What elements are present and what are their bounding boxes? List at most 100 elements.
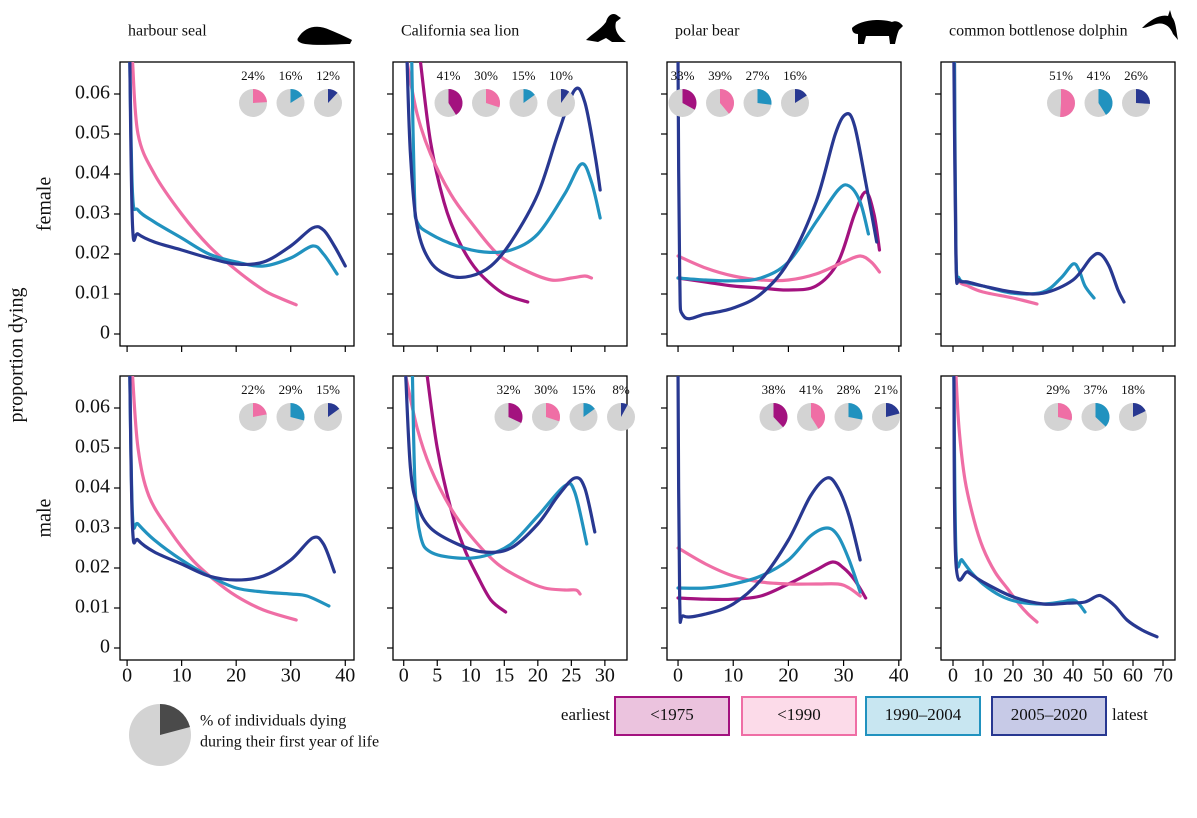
y-tick-label: 0 (100, 322, 110, 344)
legend-pie-wedge (160, 703, 190, 735)
series-line (954, 376, 1039, 624)
pie-wedge (328, 403, 340, 417)
plot-lines (405, 62, 602, 304)
pie-label: 41% (799, 382, 823, 397)
series-line (404, 376, 582, 596)
pie-label: 32% (497, 382, 521, 397)
x-tick-label: 60 (1123, 665, 1143, 687)
pie-label: 24% (241, 68, 265, 83)
pie-label: 30% (474, 68, 498, 83)
plot-frame (119, 375, 355, 661)
x-tick-label: 20 (778, 665, 798, 687)
x-tick-label: 40 (889, 665, 909, 687)
pie-wedge (290, 403, 305, 421)
x-tick-label: 15 (494, 665, 514, 687)
x-tick-label: 40 (335, 665, 355, 687)
pie-wedge (486, 89, 500, 108)
x-tick-label: 30 (1033, 665, 1053, 687)
pie-wedge (682, 89, 697, 110)
series-line (676, 62, 879, 321)
pie-wedge (1098, 89, 1113, 115)
series-line (410, 62, 602, 255)
legend-label: 1990–2004 (885, 705, 962, 724)
row-label: male (34, 498, 56, 537)
series-line (128, 62, 347, 268)
plot-lines (676, 376, 868, 624)
legend-pie-text: % of individuals dying (200, 713, 346, 730)
panel-title: common bottlenose dolphin (949, 23, 1128, 40)
series-line (952, 62, 1039, 306)
pie-wedge (508, 403, 523, 423)
series-line (128, 62, 339, 276)
pie-wedge (1060, 89, 1075, 117)
panel-title: polar bear (675, 23, 740, 40)
y-tick-label: 0.02 (75, 556, 110, 578)
pie-wedge (448, 89, 463, 115)
pie-label: 27% (746, 68, 770, 83)
pie-wedge (561, 89, 570, 103)
y-tick-label: 0.05 (75, 436, 110, 458)
y-tick-label: 0.04 (75, 162, 110, 184)
pie-label: 51% (1049, 68, 1073, 83)
pie-wedge (253, 403, 267, 417)
pie-label: 15% (572, 382, 596, 397)
pie-wedge (720, 89, 735, 114)
x-tick-label: 10 (973, 665, 993, 687)
plot-frame (940, 61, 1176, 347)
x-tick-label: 30 (595, 665, 615, 687)
x-tick-label: 10 (172, 665, 192, 687)
plot-frame (940, 375, 1176, 661)
x-tick-label: 5 (432, 665, 442, 687)
series-line (676, 546, 862, 598)
x-tick-label: 70 (1153, 665, 1173, 687)
pie-wedge (523, 89, 535, 103)
x-tick-label: 20 (226, 665, 246, 687)
series-line (952, 62, 1126, 304)
legend-label: <1990 (777, 705, 821, 724)
pie-label: 33% (671, 68, 695, 83)
legend-box (865, 696, 981, 736)
legend-box (741, 696, 857, 736)
pie-label: 29% (279, 382, 303, 397)
pie-wedge (290, 89, 303, 103)
y-axis-label: proportion dying (6, 288, 28, 423)
pie-label: 12% (316, 68, 340, 83)
series-line (405, 62, 602, 280)
plot-lines (952, 62, 1126, 306)
pie-wedge (253, 89, 267, 103)
pie-wedge (1136, 89, 1150, 104)
legend-box (991, 696, 1107, 736)
x-tick-label: 40 (1063, 665, 1083, 687)
y-tick-label: 0.01 (75, 596, 110, 618)
pie-label: 15% (512, 68, 536, 83)
row-label: female (34, 177, 56, 232)
plot-frame (392, 61, 628, 347)
bear-icon (852, 20, 903, 44)
pie-label: 41% (437, 68, 461, 83)
pie-wedge (621, 403, 628, 417)
plot-lines (128, 376, 336, 622)
plot-lines (676, 62, 882, 321)
series-line (676, 526, 862, 594)
pie-label: 18% (1121, 382, 1145, 397)
legend-label: 2005–2020 (1011, 705, 1088, 724)
plot-frame (666, 61, 902, 347)
x-tick-label: 20 (528, 665, 548, 687)
series-line (425, 376, 508, 614)
pie-wedge (886, 403, 900, 417)
legend-label: <1975 (650, 705, 694, 724)
pie-label: 29% (1046, 382, 1070, 397)
y-tick-label: 0.06 (75, 396, 110, 418)
pie-wedge (795, 89, 807, 103)
series-line (128, 376, 336, 582)
pie-label: 15% (316, 382, 340, 397)
pie-wedge (328, 89, 338, 103)
pie-label: 16% (783, 68, 807, 83)
pie-wedge (583, 402, 595, 417)
panel-title: harbour seal (128, 23, 207, 40)
pie-wedge (811, 403, 826, 429)
series-line (952, 376, 1159, 639)
plot-frame (119, 61, 355, 347)
